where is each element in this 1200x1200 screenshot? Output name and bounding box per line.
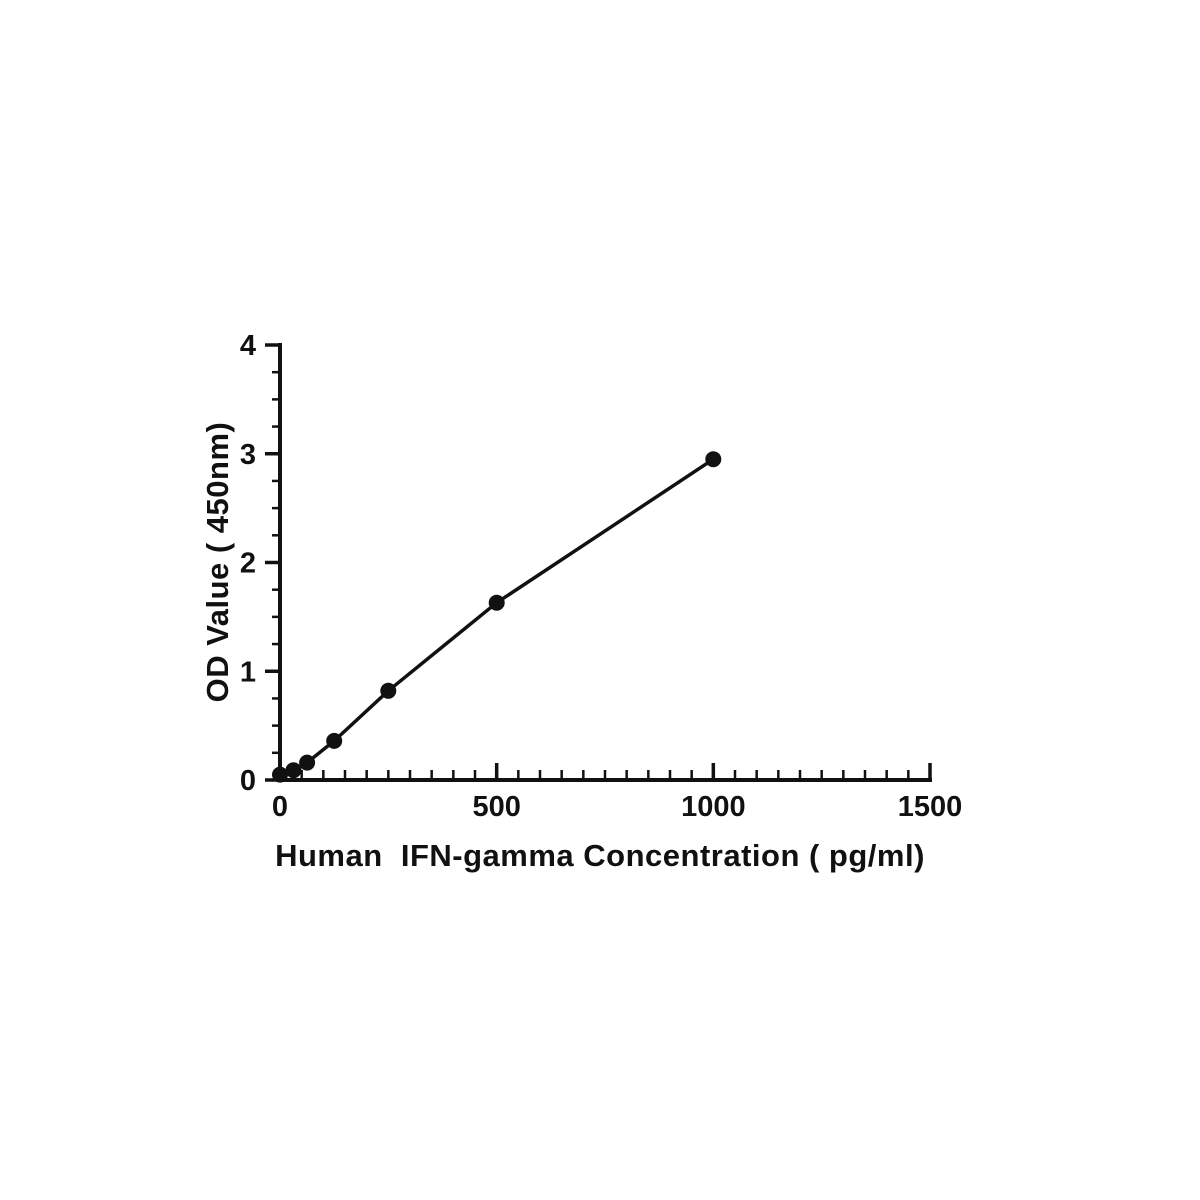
data-point-marker (299, 754, 316, 771)
data-point-marker (285, 762, 302, 779)
y-tick-label: 4 (240, 330, 256, 362)
y-tick-label: 1 (240, 656, 256, 688)
x-axis-title: Human IFN-gamma Concentration ( pg/ml) (275, 838, 925, 873)
data-point-marker (326, 732, 343, 749)
y-tick-label: 3 (240, 439, 256, 471)
data-point-marker (272, 766, 288, 783)
y-tick-label: 2 (240, 548, 256, 580)
y-axis-title: OD Value ( 450nm) (200, 421, 235, 703)
x-tick-label: 1000 (681, 791, 746, 823)
x-tick-label: 500 (472, 791, 520, 823)
data-point-marker (488, 594, 505, 611)
data-point-marker (705, 451, 722, 468)
x-tick-label: 0 (272, 791, 288, 823)
x-tick-label: 1500 (898, 791, 963, 823)
standard-curve-line (278, 457, 716, 777)
y-tick-label: 0 (240, 765, 256, 797)
data-point-marker (380, 682, 397, 699)
